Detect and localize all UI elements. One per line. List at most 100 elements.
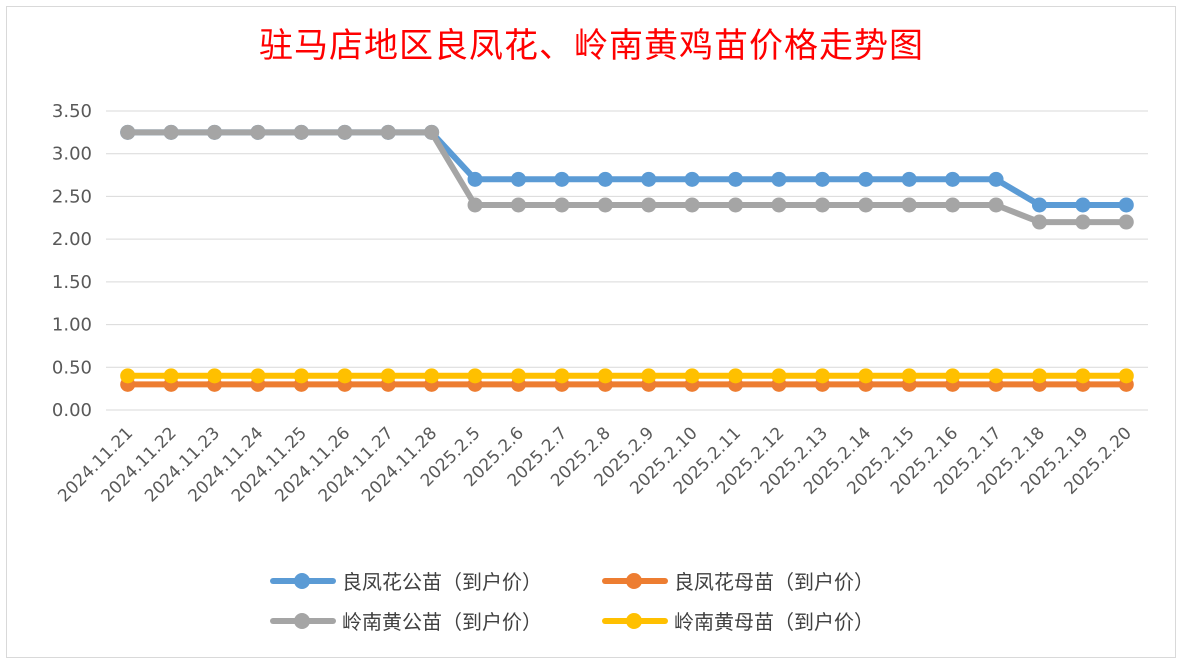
series-line: [120, 376, 1134, 392]
data-point: [293, 368, 309, 384]
data-point: [120, 124, 136, 140]
data-point: [858, 171, 874, 187]
data-point: [597, 368, 613, 384]
data-point: [641, 171, 657, 187]
data-point: [945, 197, 961, 213]
data-point: [1118, 214, 1134, 230]
legend-label: 岭南黄公苗（到户价）: [342, 610, 542, 634]
data-point: [1075, 368, 1091, 384]
data-point: [641, 368, 657, 384]
data-point: [684, 368, 700, 384]
legend-label: 岭南黄母苗（到户价）: [674, 610, 874, 634]
legend-swatch: [270, 609, 336, 633]
series-line: [120, 124, 1134, 230]
data-point: [1031, 368, 1047, 384]
data-point: [467, 368, 483, 384]
data-point: [728, 171, 744, 187]
y-tick-label: 0.50: [52, 357, 92, 378]
data-point: [554, 171, 570, 187]
data-point: [510, 171, 526, 187]
data-point: [814, 171, 830, 187]
data-point: [1118, 197, 1134, 213]
data-point: [250, 368, 266, 384]
legend-label: 良凤花公苗（到户价）: [342, 570, 542, 594]
data-point: [467, 171, 483, 187]
data-point: [1031, 214, 1047, 230]
legend-dot: [294, 612, 310, 629]
y-tick-label: 0.00: [52, 400, 92, 421]
series-path: [124, 129, 1130, 208]
data-point: [337, 124, 353, 140]
data-point: [510, 197, 526, 213]
data-point: [771, 197, 787, 213]
data-point: [597, 171, 613, 187]
data-point: [1118, 368, 1134, 384]
legend-item: 良凤花母苗（到户价）: [602, 566, 874, 595]
data-point: [1031, 197, 1047, 213]
x-axis-ticks: 2024.11.212024.11.222024.11.232024.11.24…: [54, 423, 1136, 506]
legend-swatch: [602, 609, 668, 633]
data-point: [945, 171, 961, 187]
data-point: [207, 368, 223, 384]
data-point: [250, 124, 266, 140]
data-point: [337, 368, 353, 384]
data-point: [901, 368, 917, 384]
data-point: [120, 368, 136, 384]
data-point: [510, 368, 526, 384]
y-tick-label: 3.50: [52, 101, 92, 122]
y-tick-label: 3.00: [52, 144, 92, 165]
data-point: [467, 197, 483, 213]
series-line: [120, 124, 1134, 213]
legend-swatch: [270, 569, 336, 593]
y-tick-label: 2.00: [52, 229, 92, 250]
data-point: [814, 368, 830, 384]
y-tick-label: 1.50: [52, 272, 92, 293]
data-point: [207, 124, 223, 140]
legend-dot: [626, 572, 642, 589]
data-point: [1075, 214, 1091, 230]
data-point: [1075, 197, 1091, 213]
data-point: [771, 368, 787, 384]
data-point: [988, 197, 1004, 213]
chart-frame: [6, 6, 1176, 658]
data-point: [380, 368, 396, 384]
data-point: [728, 368, 744, 384]
data-point: [858, 368, 874, 384]
data-point: [641, 197, 657, 213]
legend-swatch: [602, 569, 668, 593]
data-point: [858, 197, 874, 213]
data-point: [684, 197, 700, 213]
data-point: [597, 197, 613, 213]
data-point: [901, 171, 917, 187]
data-point: [945, 368, 961, 384]
legend-item: 良凤花公苗（到户价）: [270, 566, 542, 595]
y-tick-label: 1.00: [52, 315, 92, 336]
y-axis-ticks: 0.00 0.50 1.00 1.50 2.00 2.50 3.00 3.50: [52, 101, 92, 421]
data-point: [293, 124, 309, 140]
series-line: [120, 368, 1134, 384]
legend-dot: [626, 612, 642, 629]
data-point: [554, 368, 570, 384]
data-point: [988, 171, 1004, 187]
legend-dot: [294, 572, 310, 589]
legend-item: 岭南黄母苗（到户价）: [602, 606, 874, 635]
legend-item: 岭南黄公苗（到户价）: [270, 606, 542, 635]
y-tick-label: 2.50: [52, 186, 92, 207]
data-point: [380, 124, 396, 140]
data-point: [901, 197, 917, 213]
legend-label: 良凤花母苗（到户价）: [674, 570, 874, 594]
data-point: [814, 197, 830, 213]
data-point: [163, 368, 179, 384]
chart-title: 驻马店地区良凤花、岭南黄鸡苗价格走势图: [259, 26, 924, 66]
data-point: [771, 171, 787, 187]
gridlines: [106, 110, 1148, 411]
data-point: [554, 197, 570, 213]
data-point: [424, 124, 440, 140]
data-point: [988, 368, 1004, 384]
data-point: [728, 197, 744, 213]
data-point: [163, 124, 179, 140]
data-point: [424, 368, 440, 384]
series-group: [120, 124, 1134, 392]
data-point: [684, 171, 700, 187]
